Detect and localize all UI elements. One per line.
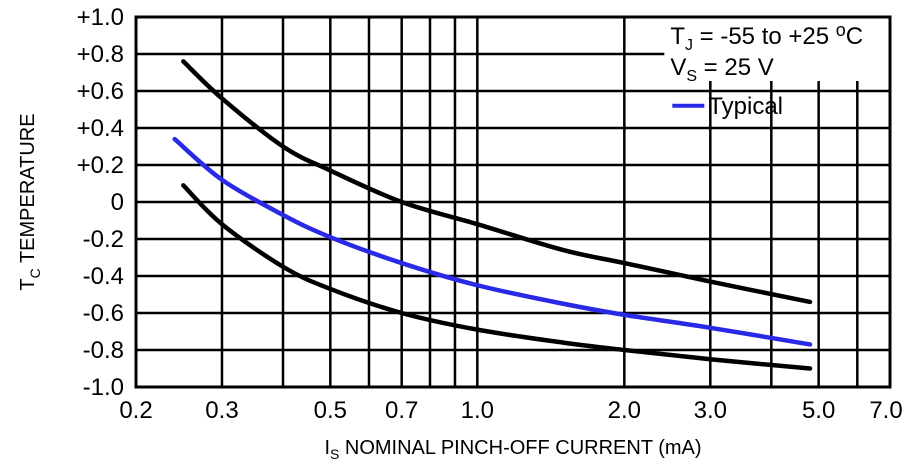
legend-label: Typical [708,93,783,120]
annotation-tj-end: C [846,23,863,50]
x-tick-label: 0.7 [385,397,418,424]
x-tick-labels: 0.2 0.3 0.5 0.7 1.0 2.0 3.0 5.0 7.0 [119,397,902,424]
x-tick-label: 7.0 [869,397,902,424]
annotation-tj-main: T [670,23,685,50]
y-tick-label: -0.6 [83,300,124,327]
annotation-tj: TJ = -55 to +25 oC [670,20,863,54]
plot-border [134,15,892,389]
y-tick-label: +0.8 [77,41,124,68]
y-axis-label-rest: TEMPERATURE [17,113,39,268]
x-axis-label-main: I [324,437,330,459]
annotation-vs-main: V [670,54,686,81]
y-tick-label: -0.2 [83,226,124,253]
annotation-vs: VS = 25 V [670,54,773,85]
y-tick-label: +0.2 [77,152,124,179]
series-line-2 [172,136,813,347]
annotation-vs-sub: S [686,68,697,85]
y-tick-label: 0 [111,189,124,216]
series-line-3 [181,183,813,371]
series-line-1 [181,59,813,305]
x-tick-label: 0.2 [119,397,152,424]
y-tick-label: -0.4 [83,263,124,290]
x-axis-label-rest: NOMINAL PINCH-OFF CURRENT (mA) [339,437,701,459]
y-axis-label-sub: C [27,268,43,278]
x-tick-label: 2.0 [608,397,641,424]
x-tick-label: 3.0 [694,397,727,424]
y-tick-label: -0.8 [83,337,124,364]
y-axis-label: TC TEMPERATURE [17,113,43,290]
annotation-tj-sub: J [685,37,693,54]
series-layer [172,59,813,371]
y-axis-label-main: T [17,278,39,290]
y-tick-label: +1.0 [77,4,124,31]
annotation-tj-rest: = -55 to +25 [693,23,836,50]
plot-frame [134,15,892,389]
y-tick-label: -1.0 [83,374,124,401]
x-axis-label-sub: S [330,446,339,462]
legend-box [664,17,890,81]
x-tick-label: 0.3 [205,397,238,424]
y-tick-label: +0.6 [77,78,124,105]
annotation-tj-sup: o [836,20,846,40]
x-tick-label: 1.0 [461,397,494,424]
annotation-vs-rest: = 25 V [697,54,774,81]
x-tick-label: 5.0 [802,397,835,424]
y-tick-label: +0.4 [77,115,124,142]
x-tick-label: 0.5 [314,397,347,424]
y-tick-labels: +1.0 +0.8 +0.6 +0.4 +0.2 0 -0.2 -0.4 -0.6 -0.8 -1.… [77,4,124,401]
x-axis-label: IS NOMINAL PINCH-OFF CURRENT (mA) [324,437,701,462]
